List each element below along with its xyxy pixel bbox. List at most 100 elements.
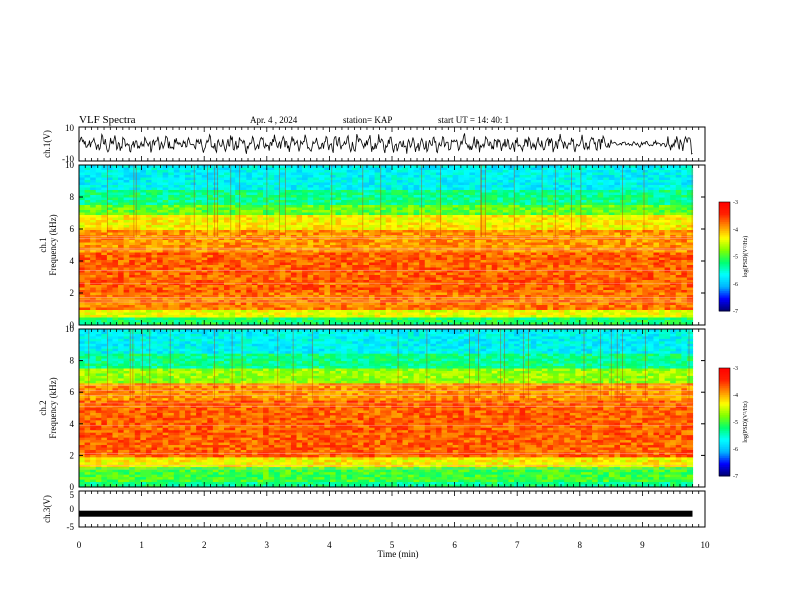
spectrogram-cell [357,187,365,191]
spectrogram-cell [173,170,180,174]
spectrogram-cell [151,180,158,184]
spectrogram-cell [564,177,571,181]
spectrogram-cell [84,182,91,186]
spectrogram-cell [380,185,387,189]
spectrogram-cell [263,197,270,201]
spectrogram-cell [419,222,426,226]
spectrogram-cell [151,170,158,174]
spectrogram-cell [647,232,655,236]
spectrogram-cell [686,212,694,216]
spectrogram-cell [335,182,342,186]
spectrogram-cell [474,175,482,179]
spectrogram-cell [670,237,677,241]
spectrogram-cell [101,207,108,211]
spectrogram-cell [118,230,125,234]
spectrogram-cell [318,190,325,194]
spectrogram-cell [435,195,443,199]
spectrogram-cell [274,217,281,221]
spectrogram-cell [486,192,493,196]
spectrogram-cell [145,170,153,174]
spectrogram-cell [536,170,543,174]
spectrogram-cell [369,170,376,174]
spectrogram-cell [112,202,119,206]
spectrogram-cell [257,222,264,226]
spectrogram-cell [274,202,281,206]
spectrogram-cell [302,180,309,184]
spectrogram-cell [385,197,392,201]
spectrogram-cell [631,225,638,229]
spectrogram-cell [553,220,560,224]
spectrogram-cell [346,175,353,179]
spectrogram-cell [430,212,437,216]
spectrogram-cell [408,172,415,176]
spectrogram-cell [391,167,398,171]
spectrogram-cell [441,185,448,189]
spectrogram-cell [157,190,164,194]
spectrogram-cell [592,180,599,184]
spectrogram-cell [229,167,236,171]
spectrogram-cell [90,197,97,201]
spectrogram-cell [385,237,392,241]
spectrogram-cell [647,210,655,214]
spectrogram-cell [514,187,521,191]
spectrogram-cell [224,230,231,234]
spectrogram-cell [575,185,582,189]
spectrogram-cell [480,172,487,176]
spectrogram-cell [79,182,86,186]
spectrogram-cell [525,237,532,241]
spectrogram-cell [279,215,286,219]
spectrogram-cell [285,197,292,201]
spectrogram-cell [380,190,387,194]
spectrogram-cell [653,167,660,171]
spectrogram-cell [162,220,169,224]
spectrogram-cell [279,217,286,221]
spectrogram-cell [352,220,359,224]
spectrogram-cell [486,207,493,211]
spectrogram-cell [145,225,153,229]
spectrogram-cell [285,187,292,191]
spectrogram-cell [525,200,532,204]
spectrogram-cell [430,167,437,171]
spectrogram-cell [391,230,398,234]
spectrogram-cell [374,197,381,201]
spectrogram-cell [307,182,314,186]
spectrogram-cell [374,187,381,191]
spectrogram-cell [307,205,314,209]
spectrogram-cell [541,240,549,244]
spectrogram-cell [653,165,660,169]
spectrogram-cell [502,185,510,189]
spectrogram-cell [157,205,164,209]
spectrogram-cell [497,200,504,204]
spectrogram-cell [586,195,593,199]
spectrogram-cell [435,222,443,226]
spectrogram-cell [391,232,398,236]
spectrogram-cell [385,172,392,176]
spectrogram-cell [224,170,231,174]
spectrogram-cell [586,165,593,169]
spectrogram-cell [525,202,532,206]
spectrogram-cell [474,167,482,171]
spectrogram-cell [374,185,381,189]
spectrogram-cell [647,230,655,234]
spectrogram-cell [441,180,448,184]
spectrogram-cell [246,232,253,236]
spectrogram-cell [335,230,342,234]
spectrogram-cell [413,185,420,189]
spectrogram-cell [235,212,242,216]
spectrogram-cell [179,172,186,176]
spectrogram-cell [363,240,370,244]
spectrogram-cell [95,177,102,181]
spectrogram-cell [430,205,437,209]
spectrogram-cell [329,237,337,241]
spectrogram-cell [469,210,476,214]
spectrogram-cell [173,175,180,179]
spectrogram-cell [441,190,448,194]
spectrogram-cell [145,217,153,221]
spectrogram-cell [129,225,136,229]
spectrogram-cell [84,175,91,179]
spectrogram-cell [285,232,292,236]
spectrogram-cell [162,170,169,174]
spectrogram-cell [201,210,208,214]
spectrogram-cell [670,205,677,209]
spectrogram-cell [218,192,225,196]
